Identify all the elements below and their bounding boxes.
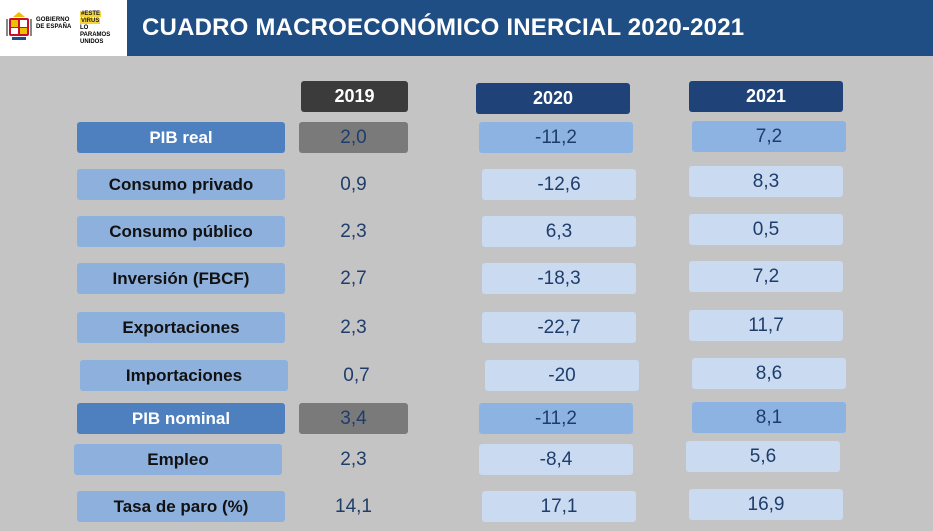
year-header-2020: 2020 [476, 83, 630, 114]
cell-2021: 5,6 [686, 441, 840, 472]
cell-2020: 17,1 [482, 491, 636, 522]
cell-2020: -8,4 [479, 444, 633, 475]
campaign-badge: #ESTE VIRUS LO PARAMOS UNIDOS [80, 11, 111, 45]
cell-2021: 8,1 [692, 402, 846, 433]
cell-2019: 14,1 [335, 495, 372, 517]
cell-2019: 0,9 [340, 173, 367, 195]
cell-2021: 16,9 [689, 489, 843, 520]
year-header-2021: 2021 [689, 81, 843, 112]
cell-2020: -20 [485, 360, 639, 391]
cell-2021: 7,2 [692, 121, 846, 152]
row-label-pib-real: PIB real [77, 122, 285, 153]
row-label-exportaciones: Exportaciones [77, 312, 285, 343]
row-label-empleo: Empleo [74, 444, 282, 475]
cell-2020: -11,2 [479, 122, 633, 153]
row-label-tasa-de-paro: Tasa de paro (%) [77, 491, 285, 522]
cell-2019: 3,4 [299, 403, 408, 434]
government-label: GOBIERNO DE ESPAÑA [36, 17, 72, 30]
cell-2021: 8,3 [689, 166, 843, 197]
year-header-2019: 2019 [301, 81, 408, 112]
cell-2020: -12,6 [482, 169, 636, 200]
row-label-pib-nominal: PIB nominal [77, 403, 285, 434]
coat-of-arms-icon [6, 12, 32, 40]
cell-2019: 2,0 [299, 122, 408, 153]
cell-2021: 8,6 [692, 358, 846, 389]
row-label-consumo-privado: Consumo privado [77, 169, 285, 200]
cell-2019: 0,7 [343, 364, 370, 386]
cell-2020: -11,2 [479, 403, 633, 434]
cell-2020: 6,3 [482, 216, 636, 247]
cell-2021: 11,7 [689, 310, 843, 341]
row-label-consumo-publico: Consumo público [77, 216, 285, 247]
cell-2021: 7,2 [689, 261, 843, 292]
cell-2019: 2,3 [340, 448, 367, 470]
cell-2019: 2,3 [340, 316, 367, 338]
government-logo: GOBIERNO DE ESPAÑA #ESTE VIRUS LO PARAMO… [0, 0, 130, 56]
row-label-inversion: Inversión (FBCF) [77, 263, 285, 294]
cell-2019: 2,7 [340, 267, 367, 289]
cell-2019: 2,3 [340, 220, 367, 242]
header-bar: GOBIERNO DE ESPAÑA #ESTE VIRUS LO PARAMO… [0, 0, 933, 56]
row-label-importaciones: Importaciones [80, 360, 288, 391]
cell-2021: 0,5 [689, 214, 843, 245]
page-title: CUADRO MACROECONÓMICO INERCIAL 2020-2021 [142, 14, 745, 41]
cell-2020: -18,3 [482, 263, 636, 294]
cell-2020: -22,7 [482, 312, 636, 343]
